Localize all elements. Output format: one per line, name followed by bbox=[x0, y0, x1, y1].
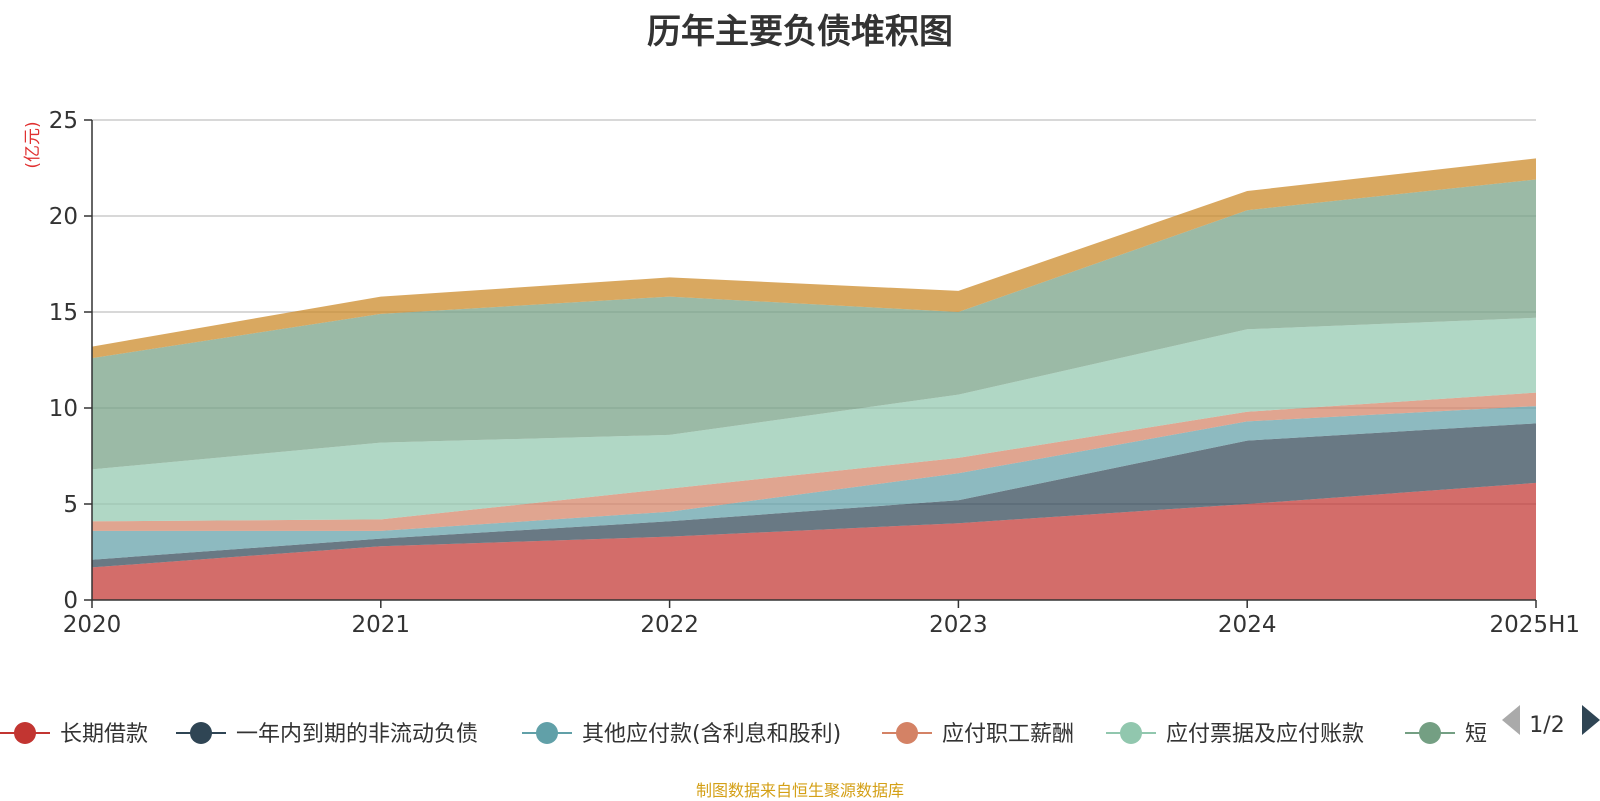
y-tick-label: 25 bbox=[49, 108, 78, 134]
legend-marker-icon bbox=[190, 722, 212, 744]
legend: 长期借款 一年内到期的非流动负债 其他应付款(含利息和股利) 应付职工薪酬 应付票据及应… bbox=[0, 722, 1487, 747]
x-tick-label: 2020 bbox=[63, 612, 122, 638]
legend-marker-icon bbox=[14, 722, 36, 744]
legend-item[interactable]: 其他应付款(含利息和股利) bbox=[522, 722, 841, 747]
legend-marker-icon bbox=[1419, 722, 1441, 744]
legend-marker-icon bbox=[536, 722, 558, 744]
axes: 0 5 10 15 20 25 2020 2021 2022 2023 2024 2025H1 bbox=[49, 108, 1580, 638]
legend-page-indicator: 1/2 bbox=[1529, 713, 1564, 738]
y-tick-label: 5 bbox=[63, 492, 78, 518]
legend-item[interactable]: 长期借款 bbox=[0, 722, 148, 747]
area-series-6 bbox=[92, 179, 1536, 470]
area-series bbox=[92, 158, 1536, 600]
data-source-note: 制图数据来自恒生聚源数据库 bbox=[695, 781, 904, 800]
y-tick-label: 20 bbox=[49, 204, 78, 230]
legend-label: 应付职工薪酬 bbox=[942, 722, 1074, 747]
legend-next-page-icon[interactable] bbox=[1582, 705, 1600, 735]
legend-item[interactable]: 短 bbox=[1405, 722, 1487, 747]
legend-label: 一年内到期的非流动负债 bbox=[236, 722, 478, 747]
legend-label: 长期借款 bbox=[60, 722, 148, 747]
chart-title: 历年主要负债堆积图 bbox=[647, 12, 953, 52]
area-series-3 bbox=[92, 406, 1536, 560]
area-series-2 bbox=[92, 423, 1536, 568]
area-series-5 bbox=[92, 317, 1536, 522]
legend-marker-icon bbox=[896, 722, 918, 744]
y-tick-label: 0 bbox=[63, 588, 78, 614]
x-tick-label: 2022 bbox=[640, 612, 699, 638]
y-tick-label: 10 bbox=[49, 396, 78, 422]
legend-label: 应付票据及应付账款 bbox=[1166, 722, 1364, 747]
legend-item[interactable]: 应付票据及应付账款 bbox=[1106, 722, 1364, 747]
legend-marker-icon bbox=[1120, 722, 1142, 744]
legend-label: 短 bbox=[1465, 722, 1487, 747]
legend-pager: 1/2 bbox=[1502, 705, 1600, 738]
area-series-1 bbox=[92, 482, 1536, 600]
y-tick-label: 15 bbox=[49, 300, 78, 326]
x-tick-label: 2024 bbox=[1218, 612, 1277, 638]
legend-prev-page-icon[interactable] bbox=[1502, 705, 1520, 735]
x-tick-label: 2025H1 bbox=[1490, 612, 1580, 638]
x-tick-label: 2023 bbox=[929, 612, 988, 638]
y-axis-label: (亿元) bbox=[23, 121, 43, 168]
legend-label: 其他应付款(含利息和股利) bbox=[582, 722, 841, 747]
x-tick-label: 2021 bbox=[352, 612, 411, 638]
legend-item[interactable]: 一年内到期的非流动负债 bbox=[176, 722, 478, 747]
area-series-7 bbox=[92, 158, 1536, 359]
area-series-4 bbox=[92, 392, 1536, 531]
legend-item[interactable]: 应付职工薪酬 bbox=[882, 722, 1074, 747]
